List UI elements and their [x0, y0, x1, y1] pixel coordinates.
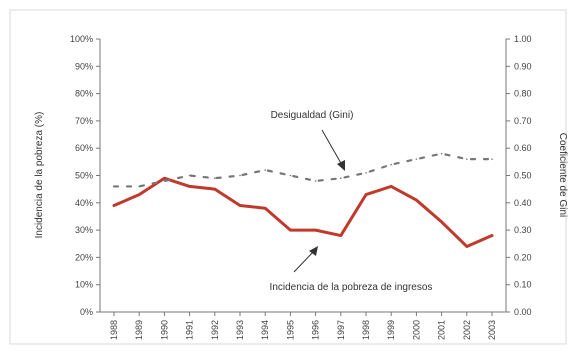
y-axis-right-title: Coeficiente de Gini: [557, 133, 568, 218]
series-0-point: [314, 229, 317, 231]
y-right-tick-label: 0.80: [514, 89, 532, 99]
annotation-poverty-arrow: [293, 250, 315, 273]
series-1-point: [214, 177, 216, 180]
y-right-tick-label: 0.00: [514, 307, 532, 317]
series-0-point: [466, 245, 468, 248]
y-right-tick-label: 0.40: [514, 198, 532, 208]
series: [112, 152, 494, 248]
series-0-point: [440, 221, 443, 223]
series-0-point: [390, 185, 393, 188]
x-tick-label: 2002: [462, 320, 472, 340]
series-1-point: [390, 163, 393, 166]
y-right-tick-label: 0.60: [514, 143, 532, 153]
y-left-tick-label: 40%: [75, 198, 93, 208]
x-tick-label: 1994: [260, 320, 270, 340]
series-1-point: [314, 180, 317, 182]
y-left-tick-label: 90%: [75, 61, 93, 71]
series-1-point: [113, 185, 115, 188]
x-tick-label: 1992: [210, 320, 220, 340]
series-0-point: [491, 234, 493, 237]
series-0-point: [239, 204, 241, 207]
series-0-point: [214, 188, 216, 190]
series-1-point: [163, 180, 166, 182]
x-tick-label: 2000: [411, 320, 421, 340]
annotation-poverty: Incidencia de la pobreza de ingresos: [270, 282, 433, 293]
tick-labels: 0% 10% 20% 30% 40% 50% 60% 70% 80% 90% 100% 0.00 0.1…: [70, 34, 532, 340]
x-tick-label: 1990: [159, 320, 169, 340]
y-left-tick-label: 0%: [80, 307, 93, 317]
y-left-tick-label: 30%: [75, 225, 93, 235]
series-0-point: [415, 199, 418, 201]
series-0-point: [163, 177, 166, 180]
y-left-tick-label: 10%: [75, 280, 93, 290]
x-tick-label: 1996: [311, 320, 321, 340]
axes: [96, 38, 510, 316]
series-1-point: [188, 174, 191, 177]
series-1-point: [440, 152, 443, 155]
y-right-tick-label: 0.50: [514, 171, 532, 181]
series-1-point: [415, 158, 418, 160]
annotation-poverty-arrowhead: [309, 246, 318, 256]
series-0-point: [188, 185, 191, 188]
y-left-tick-label: 60%: [75, 143, 93, 153]
y-right-tick-label: 0.30: [514, 225, 532, 235]
x-tick-label: 1993: [235, 320, 245, 340]
x-tick-label: 1999: [386, 320, 396, 340]
series-0-point: [113, 204, 115, 207]
series-1-point: [239, 174, 241, 177]
series-line-0: [112, 176, 494, 248]
y-left-tick-label: 80%: [75, 89, 93, 99]
series-1-point: [138, 185, 140, 188]
series-1-point: [264, 169, 267, 171]
y-left-tick-label: 70%: [75, 116, 93, 126]
y-left-tick-label: 50%: [75, 171, 93, 181]
series-1-point: [289, 174, 292, 177]
series-0-point: [264, 207, 267, 210]
y-right-tick-label: 0.90: [514, 61, 532, 71]
x-tick-label: 1995: [285, 320, 295, 340]
x-tick-label: 1998: [361, 320, 371, 340]
annotation-gini-arrow: [321, 129, 343, 166]
y-left-tick-label: 100%: [70, 34, 93, 44]
series-1-point: [365, 171, 367, 174]
series-0-point: [365, 193, 367, 196]
y-right-tick-label: 0.10: [514, 280, 532, 290]
x-tick-label: 2001: [437, 320, 447, 340]
chart-frame: [9, 9, 567, 345]
y-axis-left-title: Incidencia de la pobreza (%): [34, 112, 45, 239]
annotation-gini: Desigualdad (Gini): [271, 110, 354, 121]
series-1-point: [491, 158, 493, 160]
series-0-point: [340, 234, 342, 237]
y-left-tick-label: 20%: [75, 252, 93, 262]
y-right-tick-label: 1.00: [514, 34, 532, 44]
x-tick-label: 1988: [109, 320, 119, 340]
series-0-point: [138, 193, 140, 196]
series-1-point: [466, 158, 468, 160]
x-tick-label: 1989: [134, 320, 144, 340]
x-tick-label: 1991: [185, 320, 195, 340]
series-0-point: [289, 229, 292, 231]
y-right-tick-label: 0.70: [514, 116, 532, 126]
x-tick-label: 2003: [487, 320, 497, 340]
series-1-point: [340, 177, 342, 180]
y-right-tick-label: 0.20: [514, 252, 532, 262]
annotation-gini-arrowhead: [337, 160, 345, 171]
x-tick-label: 1997: [336, 320, 346, 340]
